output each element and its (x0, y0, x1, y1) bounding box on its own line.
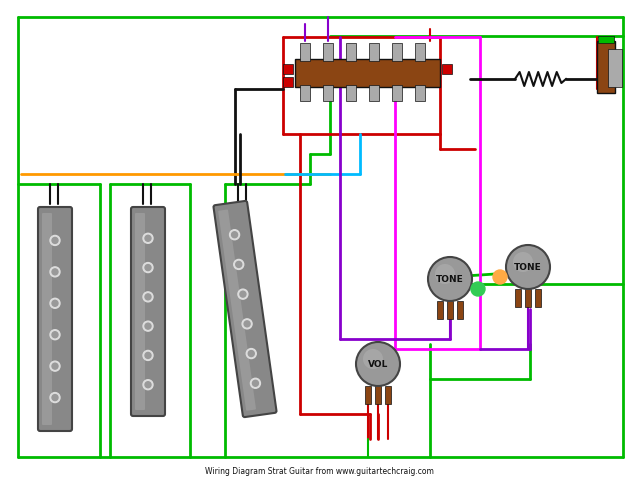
Circle shape (428, 257, 472, 301)
Circle shape (145, 353, 151, 359)
Circle shape (253, 381, 258, 386)
FancyBboxPatch shape (131, 207, 165, 416)
Circle shape (52, 269, 58, 276)
Circle shape (52, 238, 58, 244)
Bar (365, 386, 371, 404)
Circle shape (240, 291, 246, 298)
Bar (447, 301, 453, 319)
Bar (598, 37, 614, 44)
Bar (515, 289, 521, 307)
Bar (283, 65, 293, 75)
Circle shape (52, 363, 58, 370)
Circle shape (145, 265, 151, 271)
Circle shape (506, 245, 550, 289)
Circle shape (50, 361, 60, 372)
Bar (457, 301, 463, 319)
FancyBboxPatch shape (218, 210, 256, 411)
Bar (608, 50, 622, 88)
Circle shape (248, 351, 255, 357)
Circle shape (50, 267, 60, 277)
Circle shape (143, 322, 153, 332)
Circle shape (235, 262, 242, 268)
Circle shape (230, 230, 239, 240)
Bar (392, 86, 402, 102)
Circle shape (143, 263, 153, 273)
Circle shape (50, 299, 60, 309)
Text: TONE: TONE (514, 263, 542, 272)
Text: VOL: VOL (368, 360, 388, 369)
Circle shape (234, 260, 244, 270)
Bar (369, 44, 379, 62)
Circle shape (356, 342, 400, 386)
Circle shape (143, 380, 153, 390)
Bar (415, 86, 425, 102)
Circle shape (50, 393, 60, 403)
Circle shape (50, 330, 60, 340)
Ellipse shape (435, 264, 455, 285)
Bar (415, 44, 425, 62)
Circle shape (145, 382, 151, 388)
Circle shape (493, 270, 507, 285)
Circle shape (246, 349, 256, 359)
Circle shape (238, 289, 248, 300)
Bar (323, 86, 333, 102)
FancyBboxPatch shape (42, 214, 52, 425)
Circle shape (52, 300, 58, 307)
Circle shape (471, 282, 485, 296)
Bar (300, 86, 310, 102)
Bar (300, 44, 310, 62)
Circle shape (145, 324, 151, 329)
Bar (437, 301, 443, 319)
Ellipse shape (363, 349, 383, 369)
Bar (375, 386, 381, 404)
Bar (346, 44, 356, 62)
Bar (283, 78, 293, 88)
Bar (323, 44, 333, 62)
Circle shape (242, 319, 252, 329)
Ellipse shape (513, 252, 533, 273)
Circle shape (251, 379, 260, 388)
Circle shape (145, 294, 151, 300)
Circle shape (145, 236, 151, 242)
Circle shape (244, 321, 250, 327)
Bar (525, 289, 531, 307)
Bar (369, 86, 379, 102)
Circle shape (50, 236, 60, 246)
Bar (295, 60, 440, 88)
Circle shape (143, 351, 153, 360)
Circle shape (143, 234, 153, 244)
Bar (442, 65, 452, 75)
Bar (385, 386, 391, 404)
FancyBboxPatch shape (38, 207, 72, 431)
Bar (535, 289, 541, 307)
Text: Wiring Diagram Strat Guitar from www.guitartechcraig.com: Wiring Diagram Strat Guitar from www.gui… (205, 467, 433, 476)
Bar (346, 86, 356, 102)
Bar (597, 42, 615, 94)
Circle shape (52, 332, 58, 338)
Circle shape (143, 292, 153, 302)
Circle shape (232, 232, 237, 238)
Text: TONE: TONE (436, 275, 464, 284)
FancyBboxPatch shape (214, 202, 276, 417)
Bar (392, 44, 402, 62)
FancyBboxPatch shape (135, 214, 145, 410)
Circle shape (52, 395, 58, 401)
